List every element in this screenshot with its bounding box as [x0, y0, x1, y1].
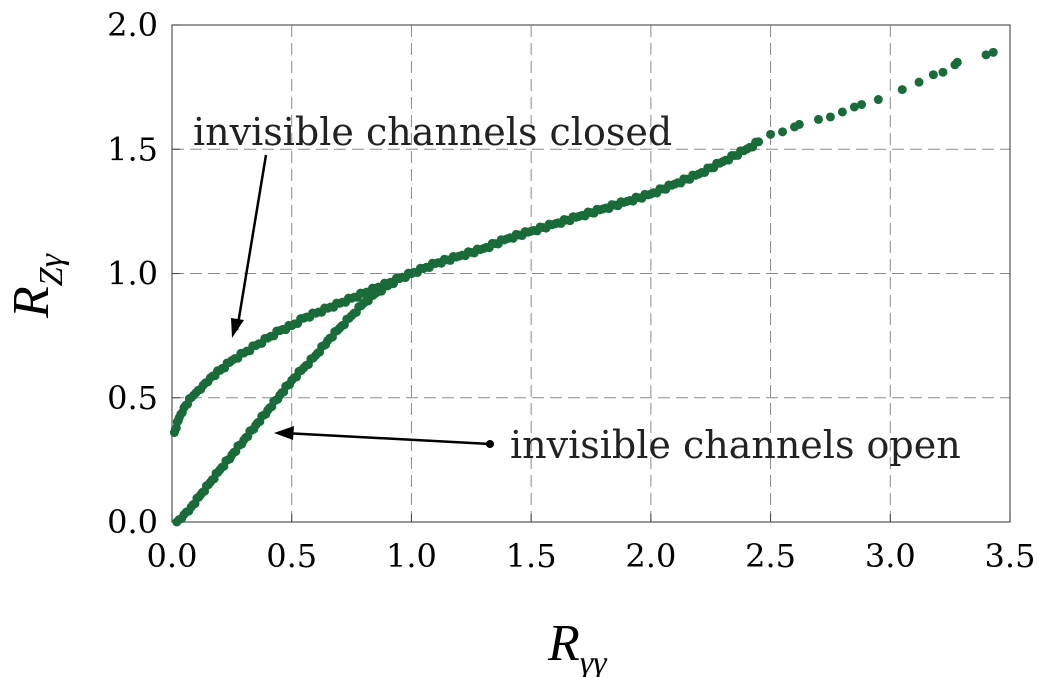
- data-point: [873, 95, 883, 105]
- data-point: [285, 379, 295, 389]
- y-axis-label: RZγ: [3, 252, 70, 319]
- data-point: [778, 127, 788, 137]
- y-tick-label: 0.5: [107, 379, 158, 417]
- arrow-open: [283, 431, 491, 446]
- data-point: [988, 47, 998, 57]
- data-point: [952, 57, 962, 67]
- data-point: [237, 439, 247, 449]
- data-point: [321, 340, 331, 350]
- data-point: [857, 100, 867, 110]
- arrow-closed: [235, 154, 268, 331]
- data-point: [938, 67, 948, 77]
- arrowhead-open: [274, 426, 294, 440]
- data-point: [766, 129, 776, 139]
- data-point: [225, 454, 235, 464]
- y-tick-label: 0.0: [107, 503, 158, 541]
- arrow-tail-open: [486, 440, 494, 448]
- data-point: [849, 102, 859, 112]
- data-point: [794, 119, 804, 129]
- data-point: [273, 394, 283, 404]
- annotation-closed: invisible channels closed: [193, 110, 672, 154]
- x-tick-label: 1.5: [506, 537, 557, 575]
- data-point: [825, 112, 835, 122]
- annotation-open: invisible channels open: [510, 423, 961, 467]
- y-tick-labels: 0.0 0.5 1.0 1.5 2.0: [107, 6, 158, 541]
- annotations: invisible channels closed invisible chan…: [193, 110, 961, 467]
- y-tick-label: 1.5: [107, 130, 158, 168]
- x-tick-labels: 0.0 0.5 1.0 1.5 2.0 2.5 3.0 3.5: [147, 537, 1036, 575]
- data-points: [169, 47, 998, 527]
- data-point: [914, 77, 924, 87]
- data-point: [751, 137, 761, 147]
- data-point: [261, 409, 271, 419]
- x-tick-label: 0.0: [147, 537, 198, 575]
- series-0: [169, 268, 416, 438]
- x-tick-label: 1.0: [386, 537, 437, 575]
- data-point: [249, 424, 259, 434]
- data-point: [177, 514, 187, 524]
- data-point: [813, 114, 823, 124]
- x-tick-label: 2.5: [745, 537, 796, 575]
- x-tick-label: 2.0: [625, 537, 676, 575]
- x-axis-label: Rγγ: [547, 615, 608, 677]
- y-tick-label: 2.0: [107, 6, 158, 44]
- data-point: [981, 50, 991, 60]
- x-tick-label: 3.5: [985, 537, 1036, 575]
- arrowhead-closed: [231, 318, 244, 338]
- x-tick-label: 3.0: [865, 537, 916, 575]
- data-point: [897, 85, 907, 95]
- data-point: [928, 70, 938, 80]
- axis-ticks: [171, 24, 1011, 523]
- data-point: [837, 107, 847, 117]
- y-tick-label: 1.0: [107, 255, 158, 293]
- series-1: [172, 268, 416, 527]
- data-point: [196, 384, 206, 394]
- data-point: [177, 408, 187, 418]
- data-point: [184, 506, 194, 516]
- series-2: [406, 47, 998, 278]
- x-tick-label: 0.5: [266, 537, 317, 575]
